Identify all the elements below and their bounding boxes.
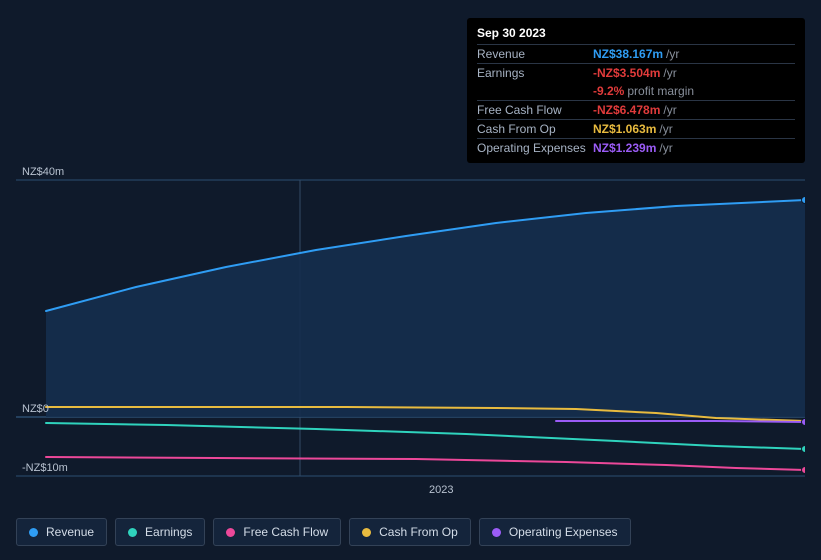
tooltip-row-value: NZ$1.239m — [593, 141, 656, 155]
tooltip-row: Cash From OpNZ$1.063m/yr — [477, 119, 795, 138]
tooltip-row-suffix: /yr — [663, 66, 676, 80]
chart-legend: Revenue Earnings Free Cash Flow Cash From O… — [16, 518, 631, 546]
legend-item-free-cash-flow[interactable]: Free Cash Flow — [213, 518, 341, 546]
tooltip-row-label: Free Cash Flow — [477, 103, 593, 117]
tooltip-row: Earnings-NZ$3.504m/yr — [477, 63, 795, 82]
tooltip-row-label: Revenue — [477, 47, 593, 61]
y-axis-tick-label: -NZ$10m — [22, 462, 68, 474]
y-axis-tick-label: NZ$0 — [22, 403, 49, 415]
tooltip-row-value: NZ$1.063m — [593, 122, 656, 136]
legend-swatch — [128, 528, 137, 537]
tooltip-row: -9.2%profit margin — [477, 82, 795, 100]
legend-label: Revenue — [46, 525, 94, 539]
tooltip-row-suffix: /yr — [659, 122, 672, 136]
legend-swatch — [362, 528, 371, 537]
tooltip-row-value: -9.2% — [593, 84, 624, 98]
legend-swatch — [492, 528, 501, 537]
tooltip-row-suffix: profit margin — [627, 84, 694, 98]
legend-swatch — [29, 528, 38, 537]
tooltip-row-label: Earnings — [477, 66, 593, 80]
line-chart — [16, 160, 805, 480]
x-axis-tick-label: 2023 — [429, 484, 453, 496]
tooltip-row-label — [477, 84, 593, 98]
tooltip-row-value: NZ$38.167m — [593, 47, 663, 61]
legend-label: Operating Expenses — [509, 525, 618, 539]
tooltip-row-value: -NZ$6.478m — [593, 103, 660, 117]
legend-item-operating-expenses[interactable]: Operating Expenses — [479, 518, 631, 546]
legend-label: Free Cash Flow — [243, 525, 328, 539]
tooltip-row-suffix: /yr — [659, 141, 672, 155]
tooltip-row: Operating ExpensesNZ$1.239m/yr — [477, 138, 795, 157]
legend-label: Cash From Op — [379, 525, 458, 539]
tooltip-row-suffix: /yr — [663, 103, 676, 117]
tooltip-row: Free Cash Flow-NZ$6.478m/yr — [477, 100, 795, 119]
legend-item-cash-from-op[interactable]: Cash From Op — [349, 518, 471, 546]
tooltip-row: RevenueNZ$38.167m/yr — [477, 44, 795, 63]
legend-label: Earnings — [145, 525, 192, 539]
legend-item-revenue[interactable]: Revenue — [16, 518, 107, 546]
tooltip-row-label: Operating Expenses — [477, 141, 593, 155]
tooltip-row-value: -NZ$3.504m — [593, 66, 660, 80]
legend-item-earnings[interactable]: Earnings — [115, 518, 205, 546]
tooltip-date: Sep 30 2023 — [477, 24, 795, 44]
chart-tooltip-panel: Sep 30 2023 RevenueNZ$38.167m/yrEarnings… — [467, 18, 805, 163]
legend-swatch — [226, 528, 235, 537]
tooltip-row-label: Cash From Op — [477, 122, 593, 136]
tooltip-row-suffix: /yr — [666, 47, 679, 61]
y-axis-tick-label: NZ$40m — [22, 166, 64, 178]
